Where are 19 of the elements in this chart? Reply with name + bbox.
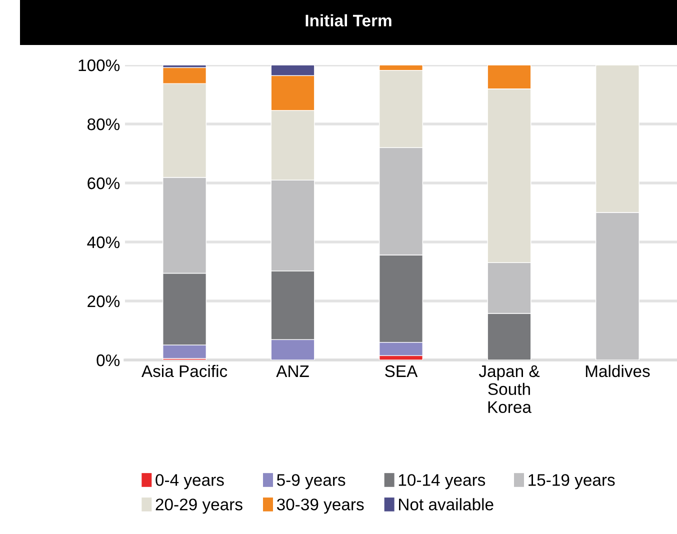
- y-tick-label: 60%: [88, 177, 120, 190]
- x-tick-label: Asia Pacific: [141, 364, 228, 378]
- legend-label: Not available: [399, 498, 494, 510]
- chart-title: Initial Term: [306, 14, 392, 26]
- x-tick-label: ANZ: [276, 365, 309, 377]
- legend-label: 20-29 years: [156, 498, 242, 514]
- y-tick-label: 100%: [78, 59, 120, 72]
- legend-label: 0-4 years: [156, 474, 224, 490]
- y-tick-label: 20%: [88, 295, 120, 308]
- legend-label: 30-39 years: [276, 498, 364, 514]
- x-tick-label: Japan & South Korea: [478, 365, 540, 414]
- y-tick-label: 80%: [88, 118, 120, 130]
- legend-label: 15-19 years: [528, 474, 615, 490]
- y-tick-label: 40%: [87, 236, 120, 248]
- legend-label: 5-9 years: [276, 474, 346, 490]
- x-tick-label: Maldives: [586, 364, 650, 378]
- y-tick-label: 0%: [96, 354, 120, 366]
- x-tick-label: SEA: [385, 365, 418, 378]
- legend-label: 10-14 years: [398, 474, 486, 490]
